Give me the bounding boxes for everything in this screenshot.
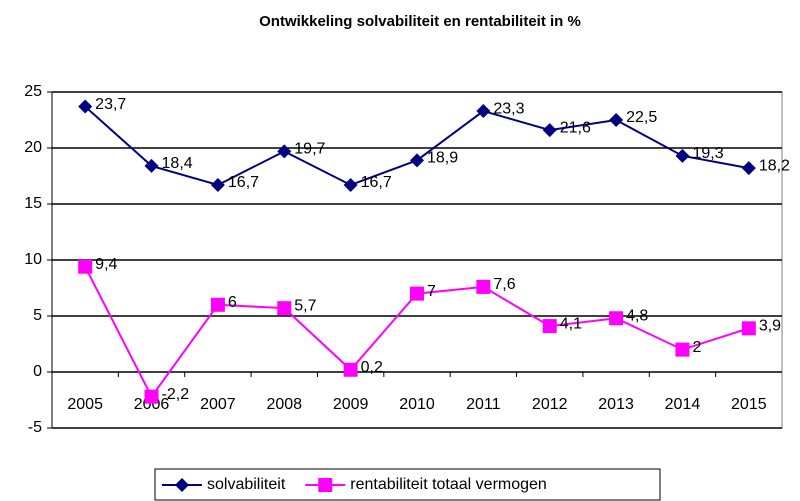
legend-marker	[175, 478, 189, 492]
data-point	[609, 113, 624, 127]
data-point	[410, 286, 424, 301]
y-tick-label: -5	[28, 419, 42, 436]
series-line	[84, 266, 750, 399]
x-tick-label: 2014	[665, 396, 701, 413]
x-tick-label: 2010	[399, 396, 435, 413]
data-point	[78, 259, 93, 274]
data-label: -2,2	[162, 386, 190, 403]
legend-marker	[318, 478, 333, 492]
y-tick-label: 20	[24, 139, 42, 156]
data-label: 18,2	[759, 157, 790, 174]
data-label: 18,4	[162, 155, 193, 172]
x-tick-label: 2008	[266, 396, 302, 413]
legend-box	[154, 468, 661, 501]
y-tick-label: 15	[24, 195, 42, 212]
data-label: 23,7	[95, 96, 126, 113]
x-tick-label: 2012	[532, 396, 568, 413]
legend-label: rentabiliteit totaal vermogen	[350, 476, 547, 493]
data-label: 23,3	[493, 100, 524, 117]
data-label: 2	[692, 339, 701, 356]
data-point	[675, 148, 690, 163]
data-label: 3,9	[759, 318, 781, 335]
y-tick-label: 0	[33, 363, 42, 380]
data-point	[741, 161, 756, 176]
data-point	[210, 177, 225, 192]
x-tick-label: 2009	[333, 396, 369, 413]
data-point	[343, 177, 358, 192]
data-label: 4,1	[560, 315, 582, 332]
data-label: 16,7	[361, 174, 392, 191]
data-label: 16,7	[228, 174, 259, 191]
data-point	[542, 123, 557, 138]
data-point	[210, 297, 225, 312]
data-label: 7,6	[493, 276, 515, 293]
data-label: 0,2	[361, 359, 383, 376]
data-point	[410, 153, 424, 168]
data-point	[542, 319, 557, 334]
data-point	[144, 158, 159, 173]
data-point	[144, 389, 159, 404]
chart-title: Ontwikkeling solvabiliteit en rentabilit…	[259, 13, 581, 30]
data-label: 9,4	[95, 256, 117, 273]
data-point	[476, 279, 491, 294]
data-point	[741, 321, 756, 336]
data-label: 19,7	[294, 141, 325, 158]
data-label: 22,5	[626, 109, 657, 126]
data-point	[343, 362, 358, 377]
y-tick-label: 5	[33, 307, 42, 324]
data-label: 18,9	[427, 150, 458, 167]
y-tick-label: 25	[24, 83, 42, 100]
data-label: 7	[427, 283, 436, 300]
data-label: 5,7	[294, 297, 316, 314]
data-label: 4,8	[626, 307, 648, 324]
x-tick-label: 2006	[134, 396, 170, 413]
x-tick-label: 2011	[466, 396, 501, 413]
data-label: 6	[228, 294, 237, 311]
x-tick-label: 2015	[731, 396, 767, 413]
data-point	[609, 311, 624, 326]
y-tick-label: 10	[24, 251, 42, 268]
data-label: 21,6	[560, 119, 591, 136]
x-tick-label: 2013	[598, 396, 634, 413]
x-tick-label: 2007	[200, 396, 236, 413]
x-tick-label: 2005	[67, 396, 103, 413]
data-point	[78, 99, 93, 114]
data-point	[277, 144, 292, 159]
legend-label: solvabiliteit	[207, 476, 286, 493]
data-point	[476, 104, 491, 119]
data-point	[675, 342, 690, 357]
data-point	[277, 301, 292, 316]
data-label: 19,3	[692, 145, 723, 162]
